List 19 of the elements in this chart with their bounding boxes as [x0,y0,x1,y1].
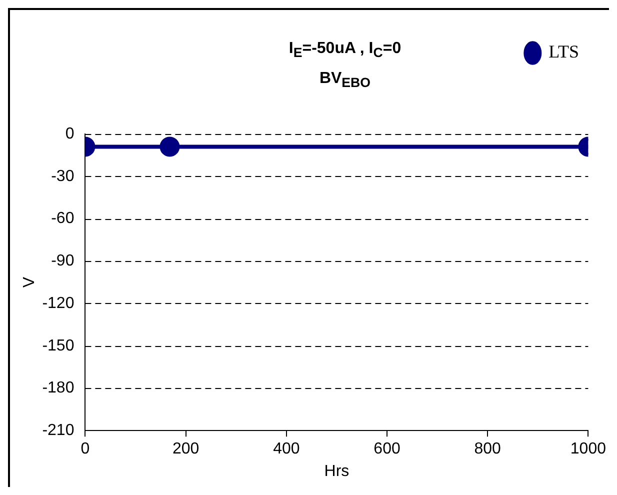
chart-subtitle: BV$_{EBO}$ [318,69,372,92]
y-axis-title: V [21,276,38,288]
legend-label: LTS [548,42,580,62]
x-axis-title: Hrs [324,462,350,480]
y-tick-label: -180 [42,380,74,397]
y-tick-label: -210 [42,422,74,440]
y-tick-label: -120 [42,294,74,312]
x-tick-label: 0 [80,440,90,458]
x-tick-label: 800 [474,440,502,458]
x-tick-label: 1000 [570,440,606,458]
x-tick-label: 200 [172,440,200,458]
x-tick-label: 400 [273,440,300,458]
y-tick-label: 0 [65,125,74,142]
y-tick-label: -150 [42,337,74,354]
y-tick-label: -90 [51,252,74,270]
y-tick-label: -60 [51,210,74,228]
chart-title: I$_{E}$=-50uA , I$_{C}$=0 [288,39,402,62]
y-tick-label: -30 [51,168,74,185]
x-tick-label: 600 [374,440,400,458]
